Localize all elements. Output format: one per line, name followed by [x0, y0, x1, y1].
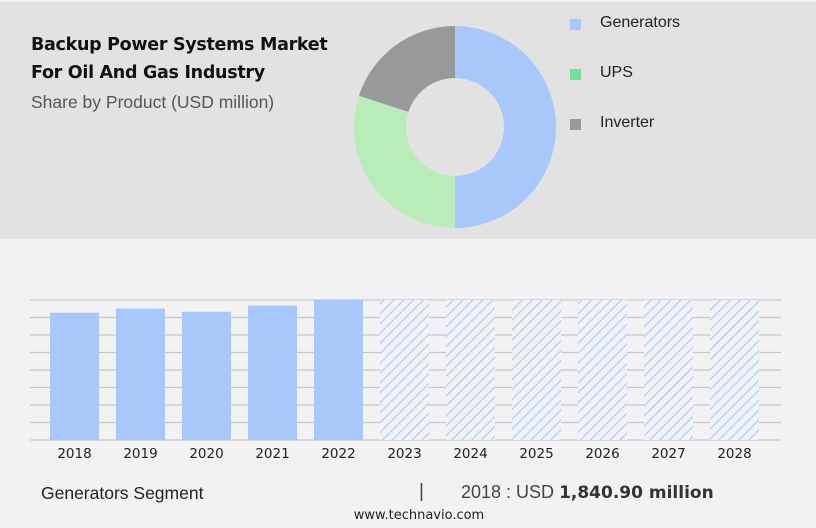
x-axis-label: 2023	[387, 446, 422, 462]
legend-label: Inverter	[600, 114, 655, 131]
bar-2027[interactable]	[644, 300, 693, 440]
bar-2020[interactable]	[182, 311, 231, 440]
legend-item-inverter[interactable]: Inverter	[570, 114, 770, 134]
legend-label: Generators	[600, 14, 681, 31]
x-axis-label: 2020	[189, 446, 224, 462]
bar-2024[interactable]	[446, 300, 495, 440]
donut-chart	[354, 26, 556, 229]
bar-2023[interactable]	[380, 300, 429, 440]
bar-2028[interactable]	[710, 300, 759, 440]
legend-swatch-icon	[570, 119, 581, 130]
source-url[interactable]: www.technavio.com	[353, 508, 485, 523]
donut-slice-inverter[interactable]	[358, 26, 455, 112]
x-axis-label: 2025	[519, 446, 554, 462]
x-axis-label: 2027	[651, 446, 686, 462]
bar-2022[interactable]	[314, 300, 363, 440]
x-axis-label: 2021	[255, 446, 290, 462]
x-axis-label: 2019	[123, 446, 158, 462]
bar-2025[interactable]	[512, 300, 561, 440]
chart-subtitle: Share by Product (USD million)	[31, 92, 275, 112]
segment-value-amount: 1,840.90 million	[559, 483, 714, 503]
legend-label: UPS	[600, 64, 633, 81]
legend-swatch-icon	[570, 19, 581, 30]
legend-item-ups[interactable]: UPS	[570, 64, 770, 84]
x-axis-label: 2024	[453, 446, 488, 462]
segment-value-prefix: 2018 : USD	[461, 482, 560, 502]
bars	[50, 300, 759, 440]
x-axis-label: 2018	[57, 446, 92, 462]
donut-slice-ups[interactable]	[354, 95, 455, 229]
x-axis-label: 2022	[321, 446, 356, 462]
bar-2021[interactable]	[248, 305, 297, 440]
bar-2019[interactable]	[116, 308, 165, 440]
bar-2026[interactable]	[578, 300, 627, 440]
x-axis-label: 2028	[717, 446, 752, 462]
x-axis-label: 2026	[585, 446, 620, 462]
bar-chart	[30, 299, 781, 441]
title-line-1: Backup Power Systems Market	[31, 35, 328, 55]
chart-title: Backup Power Systems Market For Oil And …	[31, 31, 328, 87]
segment-label: Generators Segment	[41, 483, 204, 503]
legend-swatch-icon	[570, 69, 581, 80]
title-line-2: For Oil And Gas Industry	[31, 63, 265, 83]
bar-2018[interactable]	[50, 312, 99, 440]
legend-item-generators[interactable]: Generators	[570, 14, 770, 34]
footer-separator: |	[419, 481, 424, 502]
donut-slice-generators[interactable]	[455, 26, 556, 228]
segment-value: 2018 : USD 1,840.90 million	[461, 482, 714, 503]
